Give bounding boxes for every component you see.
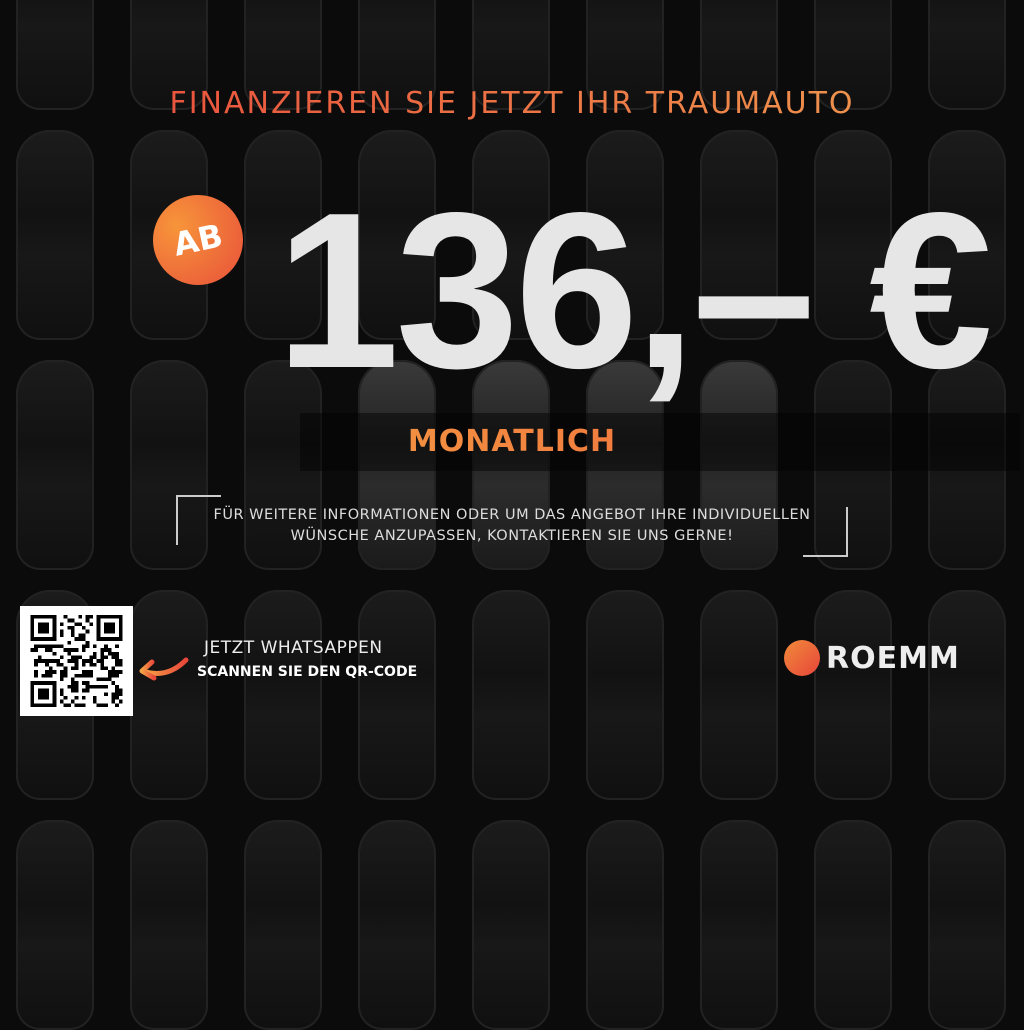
car-shape: [472, 360, 550, 570]
car-shape: [130, 0, 208, 110]
car-shape: [358, 130, 436, 340]
car-shape: [244, 0, 322, 110]
car-shape: [586, 0, 664, 110]
car-shape: [244, 130, 322, 340]
car-shape: [814, 360, 892, 570]
car-shape: [472, 590, 550, 800]
car-shape: [472, 0, 550, 110]
car-shape: [472, 820, 550, 1030]
car-shape: [16, 820, 94, 1030]
car-shape: [928, 590, 1006, 800]
car-shape: [586, 590, 664, 800]
info-line-2: WÜNSCHE ANZUPASSEN, KONTAKTIEREN SIE UNS…: [290, 528, 734, 544]
car-shape: [16, 360, 94, 570]
car-shape: [700, 360, 778, 570]
car-shape: [928, 820, 1006, 1030]
whatsapp-label: JETZT WHATSAPPEN: [204, 638, 383, 658]
car-shape: [358, 0, 436, 110]
headline: FINANZIEREN SIE JETZT IHR TRAUMAUTO: [0, 86, 1024, 121]
car-shape: [130, 590, 208, 800]
brand-logo: ROEMM: [784, 640, 960, 676]
bracket-top-left: [176, 495, 221, 545]
qr-code[interactable]: [20, 606, 133, 716]
car-shape: [928, 0, 1006, 110]
car-shape: [700, 820, 778, 1030]
car-shape: [586, 130, 664, 340]
car-shape: [814, 820, 892, 1030]
car-shape: [244, 820, 322, 1030]
ab-badge-label: AB: [170, 216, 226, 264]
car-shape: [814, 0, 892, 110]
car-shape: [16, 0, 94, 110]
price: 136,– €: [276, 167, 993, 415]
car-shape: [586, 820, 664, 1030]
car-shape: [358, 820, 436, 1030]
brand-name: ROEMM: [826, 640, 960, 676]
car-shape: [244, 360, 322, 570]
car-shape: [700, 590, 778, 800]
scan-qr-label: SCANNEN SIE DEN QR-CODE: [197, 664, 418, 680]
car-shape: [928, 360, 1006, 570]
period-label: MONATLICH: [0, 424, 1024, 459]
arrow-left-icon: [139, 657, 189, 681]
car-shape: [814, 590, 892, 800]
car-shape: [700, 130, 778, 340]
monthly-band: [300, 413, 1020, 471]
car-shape: [700, 0, 778, 110]
car-shape: [358, 360, 436, 570]
car-shape: [130, 360, 208, 570]
logo-sphere-icon: [784, 640, 820, 676]
car-shape: [358, 590, 436, 800]
car-shape: [130, 820, 208, 1030]
car-shape: [472, 130, 550, 340]
info-line-1: FÜR WEITERE INFORMATIONEN ODER UM DAS AN…: [213, 507, 811, 523]
info-box: FÜR WEITERE INFORMATIONEN ODER UM DAS AN…: [176, 495, 848, 557]
car-shape: [244, 590, 322, 800]
bracket-bottom-right: [803, 507, 848, 557]
car-shape: [928, 130, 1006, 340]
car-shape: [16, 130, 94, 340]
car-shape: [814, 130, 892, 340]
car-shape: [586, 360, 664, 570]
